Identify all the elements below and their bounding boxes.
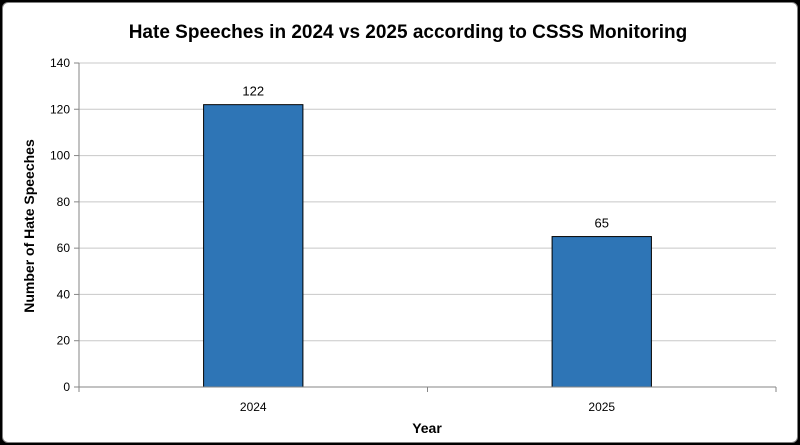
y-tick-label: 140 (50, 56, 70, 70)
y-tick-label: 40 (57, 287, 71, 301)
y-tick-label: 0 (63, 380, 70, 394)
bar-2025 (551, 236, 652, 388)
y-tick-label: 60 (57, 241, 71, 255)
x-axis-label: Year (412, 420, 442, 436)
bar-chart: Hate Speeches in 2024 vs 2025 according … (21, 22, 777, 436)
x-tick-label-2024: 2024 (240, 400, 267, 414)
chart-title: Hate Speeches in 2024 vs 2025 according … (129, 22, 688, 43)
data-labels: 122 65 (242, 84, 609, 231)
gridlines (79, 62, 776, 342)
bars (203, 104, 652, 388)
x-tick-label-2025: 2025 (588, 400, 615, 414)
y-axis-label: Number of Hate Speeches (21, 139, 37, 313)
y-tick-label: 80 (57, 195, 71, 209)
bar-2024 (203, 104, 304, 388)
data-label-2025: 65 (595, 216, 609, 231)
y-tick-label: 120 (50, 102, 70, 116)
y-axis-ticks: 0 20 40 60 80 100 120 140 (50, 56, 79, 394)
data-label-2024: 122 (242, 84, 264, 99)
x-axis-ticks: 2024 2025 (78, 387, 777, 414)
y-tick-label: 100 (50, 149, 70, 163)
y-tick-label: 20 (57, 334, 71, 348)
